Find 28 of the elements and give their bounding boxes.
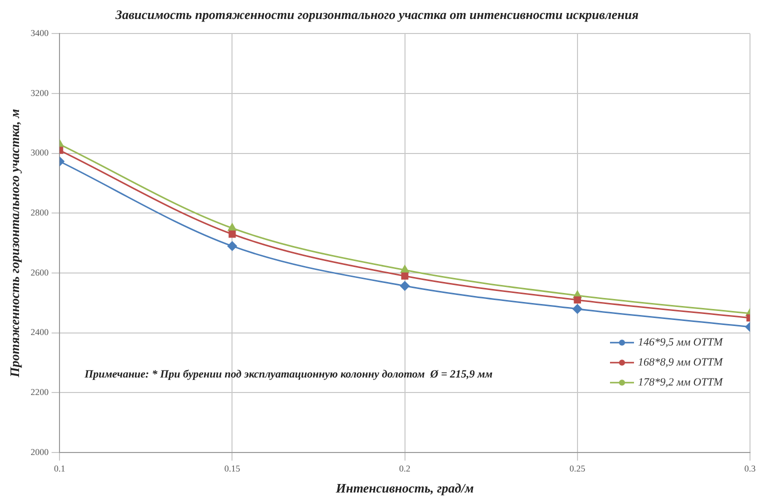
x-axis-title: Интенсивность, град/м — [334, 480, 474, 496]
point — [400, 265, 410, 273]
point — [400, 281, 410, 291]
y-tick-label: 3400 — [30, 28, 50, 38]
chart-title: Зависимость протяженности горизонтального участка от интенсивности искривления — [114, 7, 639, 22]
y-tick-label: 3200 — [30, 88, 50, 98]
legend-label: 146*9,5 мм ОТТМ — [638, 336, 724, 348]
y-tick-label: 2200 — [30, 387, 50, 398]
legend-label: 168*8,9 мм ОТТМ — [638, 356, 724, 368]
y-tick-label: 2600 — [30, 267, 50, 278]
x-tick-label: 0.25 — [570, 463, 586, 474]
point — [227, 241, 237, 251]
y-tick-label: 2800 — [30, 208, 50, 218]
point — [228, 230, 236, 238]
point — [572, 304, 582, 314]
legend-label: 178*9,2 мм ОТТМ — [638, 376, 724, 388]
x-tick-label: 0.1 — [54, 463, 66, 474]
y-tick-label: 3000 — [30, 148, 50, 158]
x-tick-label: 0.2 — [399, 463, 410, 474]
annotation: Примечание: * При бурении под эксплуатационную колонну долотом Ø = 215,9 мм — [84, 368, 493, 381]
point — [574, 296, 581, 304]
point — [228, 223, 236, 231]
x-tick-label: 0.3 — [744, 463, 756, 474]
y-tick-label: 2000 — [30, 446, 50, 457]
point — [401, 272, 408, 280]
y-axis-title: Протяженность горизонтального участка, м — [7, 108, 22, 378]
y-tick-label: 2400 — [30, 327, 50, 338]
x-tick-label: 0.15 — [224, 463, 241, 474]
